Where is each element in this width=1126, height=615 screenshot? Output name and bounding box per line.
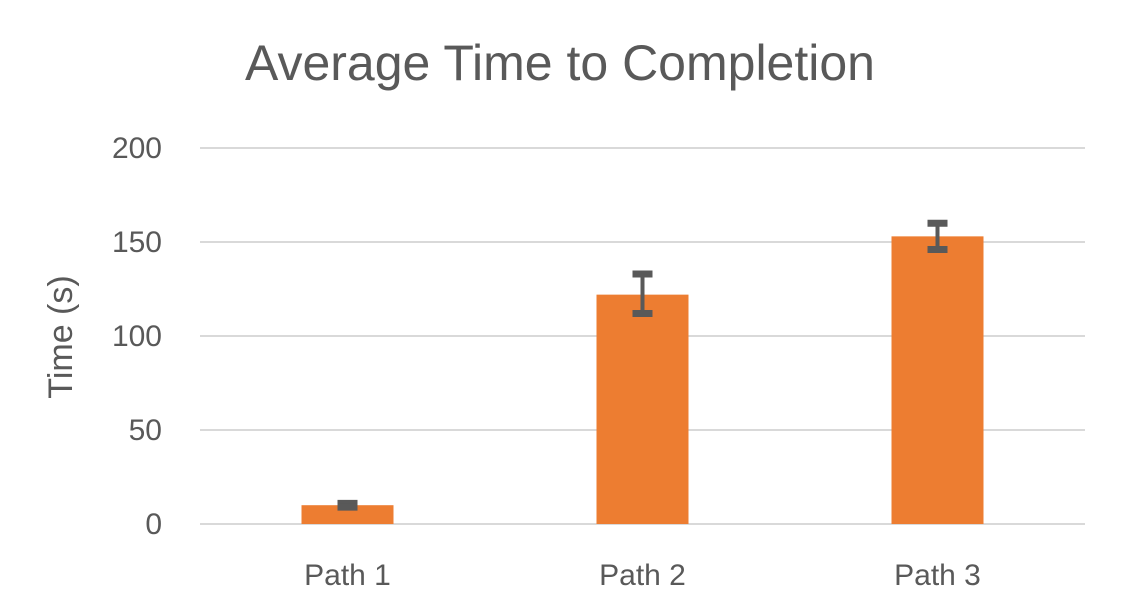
bar xyxy=(596,294,689,524)
x-tick-label: Path 1 xyxy=(304,559,391,592)
y-tick-label: 150 xyxy=(112,226,162,259)
bars xyxy=(301,236,984,525)
error-bar xyxy=(927,219,948,254)
error-bar xyxy=(632,270,653,317)
y-tick-label: 200 xyxy=(112,132,162,165)
y-tick-label: 0 xyxy=(145,508,162,541)
y-axis-ticks: 0 50 100 150 200 xyxy=(112,132,162,541)
chart-title: Average Time to Completion xyxy=(245,35,875,91)
error-bars xyxy=(337,219,948,511)
bar xyxy=(891,236,984,525)
y-tick-label: 50 xyxy=(129,414,162,447)
bar xyxy=(301,505,394,524)
x-tick-label: Path 2 xyxy=(599,559,686,592)
y-tick-label: 100 xyxy=(112,320,162,353)
y-axis-label: Time (s) xyxy=(42,275,80,398)
error-bar xyxy=(337,499,358,511)
x-tick-label: Path 3 xyxy=(894,559,981,592)
x-axis-ticks: Path 1 Path 2 Path 3 xyxy=(304,559,981,592)
